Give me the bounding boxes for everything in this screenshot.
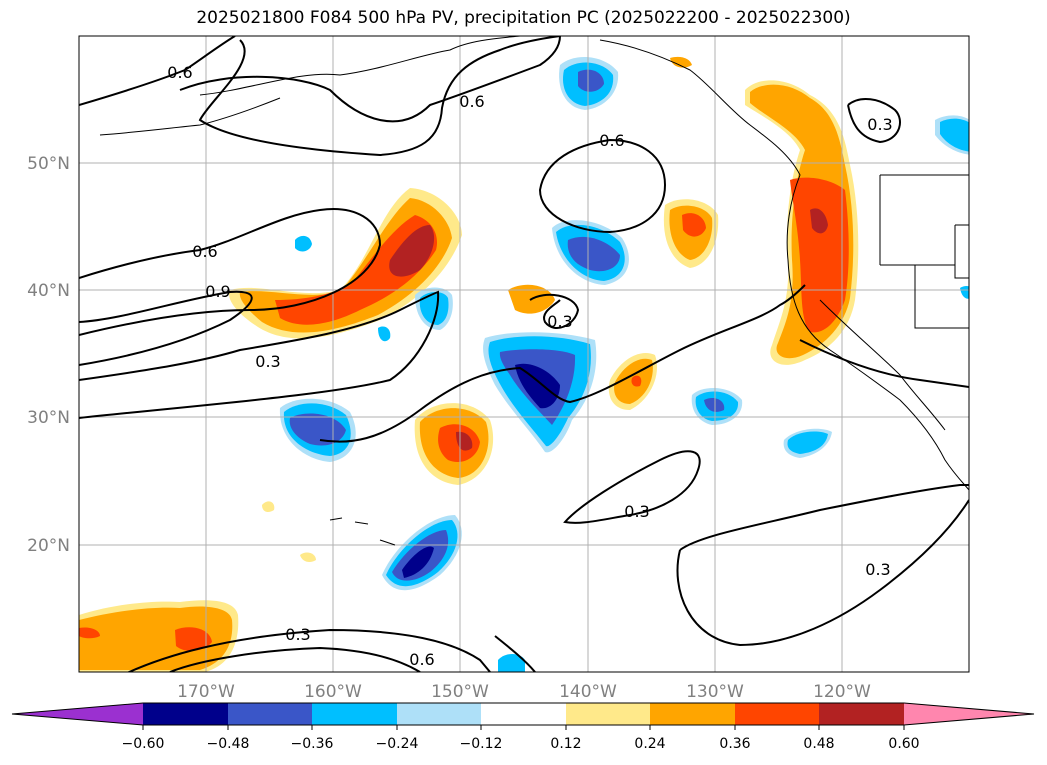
colorbar-segment [566, 703, 650, 725]
colorbar-tick-label: −0.60 [122, 736, 165, 752]
colorbar-tick-label: −0.48 [207, 736, 250, 752]
contour-label: 0.6 [167, 63, 192, 82]
colorbar-tick-label: 0.12 [550, 736, 581, 752]
colorbar-tick-label: 0.48 [803, 736, 834, 752]
coastlines [99, 36, 969, 546]
lon-label: 160°W [304, 682, 362, 702]
colorbar-tick-label: −0.36 [291, 736, 334, 752]
lat-label: 40°N [27, 281, 70, 301]
lat-label: 20°N [27, 536, 70, 556]
colorbar: −0.60 −0.48 −0.36 −0.24 −0.12 0.12 0.24 … [11, 702, 1035, 752]
contour-label: 0.3 [547, 312, 572, 331]
lon-label: 170°W [177, 682, 235, 702]
contour-label: 0.6 [409, 650, 434, 669]
colorbar-segment [904, 703, 1034, 725]
lon-label: 130°W [686, 682, 744, 702]
colorbar-tick-label: 0.36 [719, 736, 750, 752]
contour-label: 0.3 [624, 502, 649, 521]
colorbar-segment [819, 703, 904, 725]
colorbar-segment [12, 703, 143, 725]
contour-label: 0.6 [192, 242, 217, 261]
graticule [79, 36, 969, 672]
contour-label: 0.3 [255, 352, 280, 371]
pv-contours [79, 36, 969, 672]
precipitation-shading [79, 56, 969, 672]
contour-label: 0.9 [205, 282, 230, 301]
lon-label: 120°W [813, 682, 871, 702]
contour-labels: 0.6 0.6 0.6 0.6 0.9 0.3 0.3 0.3 0.3 0.3 … [167, 63, 892, 669]
lat-label: 50°N [27, 154, 70, 174]
colorbar-segment [312, 703, 397, 725]
colorbar-tick-label: 0.60 [888, 736, 919, 752]
colorbar-segment [650, 703, 735, 725]
contour-label: 0.6 [459, 92, 484, 111]
colorbar-segment [143, 703, 228, 725]
contour-label: 0.6 [599, 131, 624, 150]
contour-label: 0.3 [867, 115, 892, 134]
colorbar-segment [397, 703, 481, 725]
colorbar-tick-label: −0.12 [460, 736, 503, 752]
longitude-labels: 170°W 160°W 150°W 140°W 130°W 120°W [177, 682, 871, 702]
map-title: 2025021800 F084 500 hPa PV, precipitatio… [196, 8, 851, 28]
colorbar-segment [481, 703, 566, 725]
contour-label: 0.3 [285, 625, 310, 644]
colorbar-tick-label: −0.24 [376, 736, 419, 752]
lon-label: 140°W [559, 682, 617, 702]
contour-label: 0.3 [865, 560, 890, 579]
lon-label: 150°W [431, 682, 489, 702]
latitude-labels: 50°N 40°N 30°N 20°N [27, 154, 70, 556]
colorbar-tick-label: 0.24 [634, 736, 665, 752]
lat-label: 30°N [27, 408, 70, 428]
map-border [78, 35, 970, 673]
colorbar-segment [735, 703, 819, 725]
colorbar-segment [228, 703, 312, 725]
